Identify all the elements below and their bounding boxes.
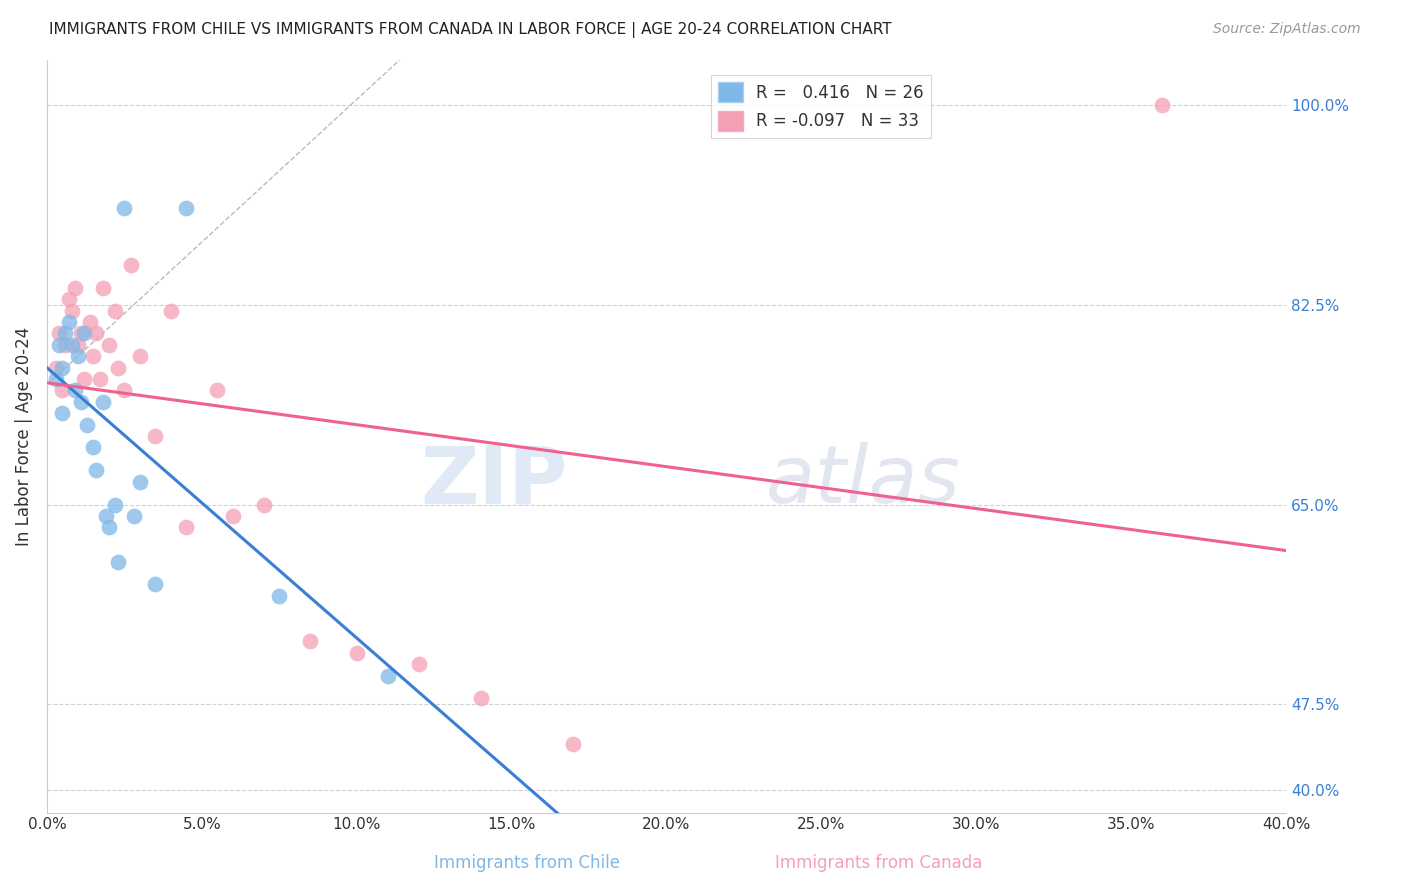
Point (58, 315, 80, 329)
Legend: R =   0.416   N = 26, R = -0.097   N = 33: R = 0.416 N = 26, R = -0.097 N = 33 (711, 76, 931, 137)
Point (60, 338, 83, 352)
Point (45, 372, 67, 386)
Point (76, 417, 98, 432)
Point (104, 498, 127, 512)
Text: IMMIGRANTS FROM CHILE VS IMMIGRANTS FROM CANADA IN LABOR FORCE | AGE 20-24 CORRE: IMMIGRANTS FROM CHILE VS IMMIGRANTS FROM… (49, 22, 891, 38)
Point (377, 668, 399, 682)
Point (128, 475, 150, 489)
Point (408, 657, 430, 672)
Point (66, 338, 89, 352)
Point (174, 201, 197, 215)
Point (122, 508, 145, 523)
Point (82, 441, 104, 455)
Point (143, 429, 166, 443)
Text: Immigrants from Canada: Immigrants from Canada (775, 855, 983, 872)
Point (82, 349, 104, 363)
Point (86, 463, 108, 477)
Point (143, 577, 166, 591)
Point (346, 646, 368, 660)
Point (207, 384, 229, 398)
Point (470, 691, 492, 706)
Point (73, 372, 96, 386)
Point (86, 326, 108, 341)
Point (55, 338, 77, 352)
Point (94, 508, 117, 523)
Point (48, 338, 70, 352)
Point (63, 384, 86, 398)
Point (174, 520, 197, 534)
Point (120, 258, 142, 272)
Point (104, 303, 127, 318)
Point (97, 338, 120, 352)
Point (269, 589, 291, 603)
Point (112, 384, 135, 398)
Point (60, 303, 83, 318)
Point (48, 326, 70, 341)
Point (112, 201, 135, 215)
Text: ZIP: ZIP (420, 442, 567, 520)
Point (91, 281, 114, 295)
Point (66, 349, 89, 363)
Point (51, 384, 73, 398)
Point (70, 326, 93, 341)
Point (55, 326, 77, 341)
Point (58, 292, 80, 306)
Point (79, 315, 101, 329)
Point (1150, 98, 1173, 112)
Point (562, 737, 585, 751)
Text: Immigrants from Chile: Immigrants from Chile (434, 855, 620, 872)
Point (128, 349, 150, 363)
Point (51, 360, 73, 375)
Point (45, 360, 67, 375)
Point (253, 498, 276, 512)
Point (73, 326, 96, 341)
Point (107, 555, 129, 569)
Text: Source: ZipAtlas.com: Source: ZipAtlas.com (1213, 22, 1361, 37)
Point (91, 394, 114, 409)
Point (299, 634, 322, 648)
Point (51, 406, 73, 420)
Point (222, 508, 245, 523)
Y-axis label: In Labor Force | Age 20-24: In Labor Force | Age 20-24 (15, 326, 32, 546)
Point (63, 281, 86, 295)
Point (89, 372, 111, 386)
Point (97, 520, 120, 534)
Point (70, 394, 93, 409)
Point (159, 303, 181, 318)
Point (107, 360, 129, 375)
Text: atlas: atlas (765, 442, 960, 520)
